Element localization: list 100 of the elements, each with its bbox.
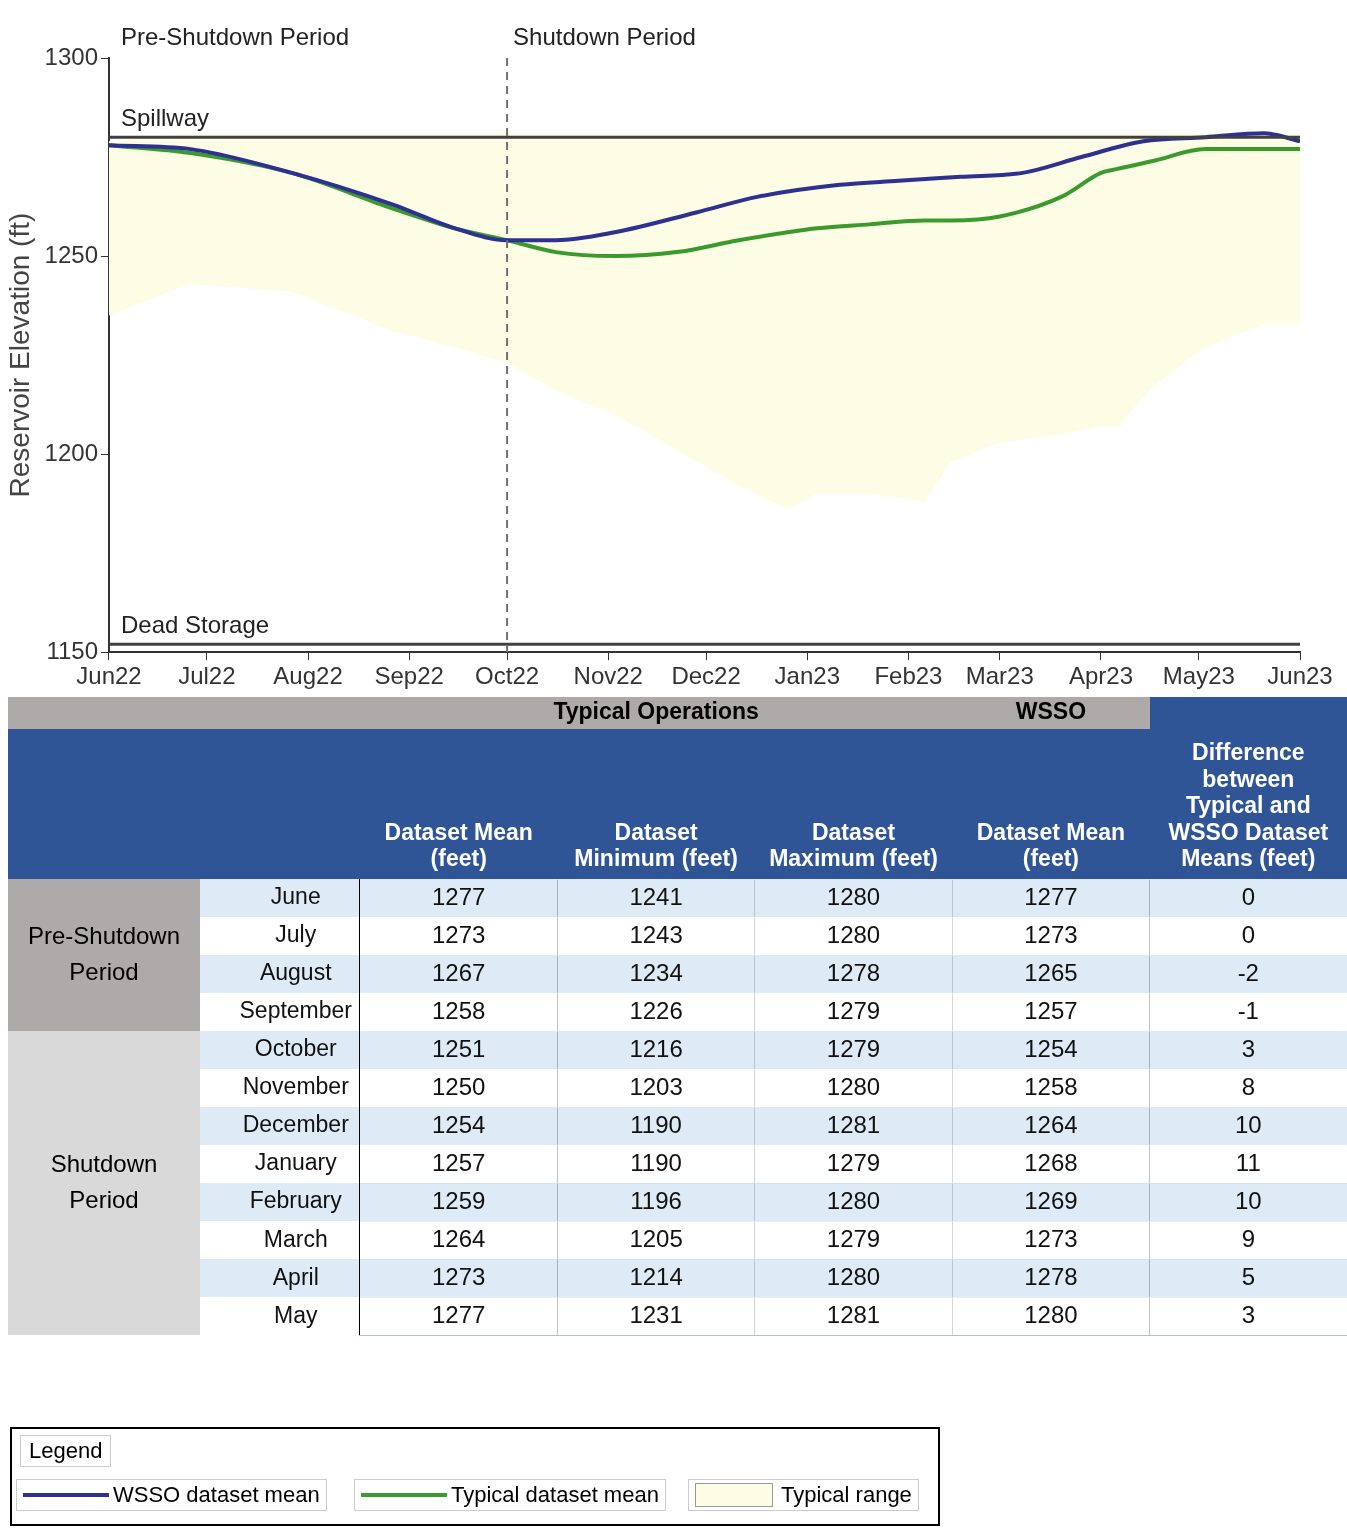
x-tick-label: Aug22 [273,662,343,690]
data-label: 1241 [629,882,683,910]
x-tick-label: Dec22 [671,662,741,690]
data-label: 1196 [630,1186,682,1214]
data-label: 1273 [432,1262,486,1290]
y-tick-label: May [274,1301,318,1328]
data-label: 1190 [630,1148,682,1176]
data-label: 3 [1241,1300,1255,1328]
data-label: 1216 [629,1034,683,1062]
x-tick-label: Apr23 [1068,662,1133,690]
data-label: 1231 [629,1300,683,1328]
x-tick-label: Dataset Minimum (feet) [574,818,738,872]
text: Pre-Shutdown Period [120,22,350,50]
data-label: 1250 [432,1072,486,1100]
data-label: 1281 [826,1110,881,1138]
x-tick-label: Jun22 [76,662,142,690]
data-label: 1280 [1024,1300,1078,1328]
data-label: 1257 [432,1148,486,1176]
y-tick-label: 1250 [44,240,98,268]
data-label: 1277 [1024,882,1078,910]
data-label: 1268 [1024,1148,1078,1176]
data-label: 1243 [629,920,683,948]
y-tick-label: June [270,883,321,910]
x-tick-label: Sep22 [374,662,444,690]
data-label: 1278 [1024,1262,1078,1290]
data-label: 10 [1234,1110,1262,1138]
y-tick-label: February [249,1187,343,1214]
data-label: 1280 [826,920,881,948]
data-label: 1226 [629,996,683,1024]
data-label: 1279 [826,1224,881,1252]
data-label: 3 [1241,1034,1255,1062]
data-label: 0 [1241,882,1255,910]
x-tick-label: Jun23 [1267,662,1333,690]
data-label: -1 [1237,996,1259,1024]
x-tick-label: Jan23 [774,662,840,690]
data-label: 1278 [826,958,881,986]
data-label: 1273 [1024,1224,1078,1252]
data-label: 1280 [826,1186,881,1214]
data-label: 1214 [629,1262,683,1290]
x-tick-label: Dataset Mean (feet) [976,818,1126,872]
y-tick-label: November [242,1073,350,1100]
data-label: 1264 [432,1224,486,1252]
y-tick-label: July [275,921,317,948]
x-tick-label: Feb23 [874,662,943,690]
y-tick-label: 1150 [46,636,98,664]
legend-title: Legend [20,1435,112,1467]
y-tick-label: April [272,1263,319,1290]
y-tick-label: December [242,1111,350,1138]
data-label: 1203 [629,1072,683,1100]
data-label: -2 [1237,958,1259,986]
data-label: 1264 [1024,1110,1078,1138]
x-tick-label: May23 [1162,662,1235,690]
data-label: 1251 [432,1034,486,1062]
data-label: 1269 [1024,1186,1078,1214]
data-label: 1280 [826,882,881,910]
y-tick-label: March [263,1225,328,1252]
text: Typical Operations [553,698,759,725]
y-tick-label: 1300 [44,42,98,70]
y-tick-label: October [254,1035,337,1062]
legend-label: Typical dataset mean [451,1482,659,1508]
x-tick-label: Difference between Typical and WSSO Dataset Means (feet) [1168,739,1329,872]
data-label: 1273 [432,920,486,948]
data-label: 1265 [1024,958,1078,986]
data-label: 8 [1241,1072,1255,1100]
data-label: 1281 [826,1300,881,1328]
y-tick-label: January [254,1149,338,1176]
data-label: 11 [1235,1148,1261,1176]
data-label: 1277 [432,1300,486,1328]
data-label: 1279 [826,1148,881,1176]
y-tick-label: August [259,959,333,986]
line-series [108,131,1300,243]
text: WSSO [1015,698,1087,725]
text: Pre-Shutdown Period [27,921,181,985]
ref-line-label: Dead Storage [120,610,270,638]
x-tick-label: Oct22 [475,662,540,690]
ref-line-label: Spillway [120,103,210,131]
legend-label: WSSO dataset mean [113,1482,320,1508]
x-tick-label: Dataset Maximum (feet) [769,818,938,872]
data-label: 1258 [432,996,486,1024]
x-tick-label: Jul22 [178,662,236,690]
data-label: 1267 [432,958,486,986]
data-label: 1280 [826,1262,881,1290]
text: Shutdown Period [50,1149,158,1213]
data-label: 1205 [629,1224,683,1252]
data-label: 1277 [432,882,486,910]
data-label: 1273 [1024,920,1078,948]
data-label: 1279 [826,996,881,1024]
data-label: 1259 [432,1186,486,1214]
x-tick-label: Mar23 [965,662,1034,690]
data-label: 1254 [432,1110,486,1138]
text: Shutdown Period [513,22,696,50]
y-tick-label: September [239,997,353,1024]
data-label: 1190 [630,1110,682,1138]
data-label: 10 [1234,1186,1262,1214]
y-axis-title: Reservoir Elevation (ft) [3,212,35,498]
data-label: 1257 [1024,996,1078,1024]
text: Typical range [781,1482,912,1508]
data-label: 1279 [826,1034,881,1062]
data-label: 1258 [1024,1072,1078,1100]
data-label: 9 [1241,1224,1255,1252]
